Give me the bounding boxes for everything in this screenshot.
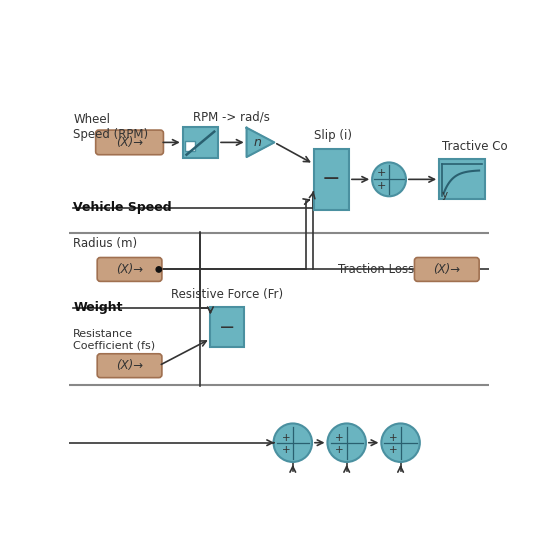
Text: (X)→: (X)→ <box>116 136 143 149</box>
Circle shape <box>328 423 366 462</box>
Text: +: + <box>377 168 386 178</box>
Text: Vehicle Speed: Vehicle Speed <box>74 201 172 214</box>
Circle shape <box>382 423 420 462</box>
Text: Radius (m): Radius (m) <box>74 237 137 250</box>
Text: Resistive Force (Fr): Resistive Force (Fr) <box>171 288 283 301</box>
FancyBboxPatch shape <box>414 258 479 281</box>
Text: +: + <box>389 433 398 443</box>
Bar <box>439 159 485 199</box>
Polygon shape <box>246 128 274 157</box>
Bar <box>183 127 218 158</box>
Text: −: − <box>219 318 235 337</box>
Circle shape <box>274 423 312 462</box>
Text: +: + <box>335 433 344 443</box>
Text: +: + <box>282 433 290 443</box>
Text: Weight: Weight <box>74 301 123 314</box>
Text: Slip (i): Slip (i) <box>313 129 352 142</box>
Text: +: + <box>335 445 344 455</box>
Circle shape <box>372 162 406 196</box>
Text: y: y <box>442 190 449 200</box>
Text: +: + <box>377 181 386 191</box>
FancyBboxPatch shape <box>97 354 162 378</box>
Text: +: + <box>389 445 398 455</box>
Text: −: − <box>322 169 341 189</box>
Text: n: n <box>253 136 261 149</box>
Circle shape <box>156 267 161 272</box>
Text: (X)→: (X)→ <box>116 263 143 276</box>
Text: Resistance
Coefficient (fs): Resistance Coefficient (fs) <box>74 329 155 350</box>
Text: +: + <box>282 445 290 455</box>
Text: (X)→: (X)→ <box>433 263 461 276</box>
Text: RPM -> rad/s: RPM -> rad/s <box>193 111 270 124</box>
FancyBboxPatch shape <box>96 130 164 155</box>
Text: (X)→: (X)→ <box>116 359 143 372</box>
Text: Wheel
Speed (RPM): Wheel Speed (RPM) <box>74 113 148 141</box>
FancyBboxPatch shape <box>97 258 162 281</box>
Text: Traction Loss: Traction Loss <box>338 263 414 276</box>
Bar <box>313 149 349 210</box>
Bar <box>210 307 244 347</box>
Text: Tractive Co: Tractive Co <box>442 140 508 153</box>
Bar <box>185 141 195 152</box>
